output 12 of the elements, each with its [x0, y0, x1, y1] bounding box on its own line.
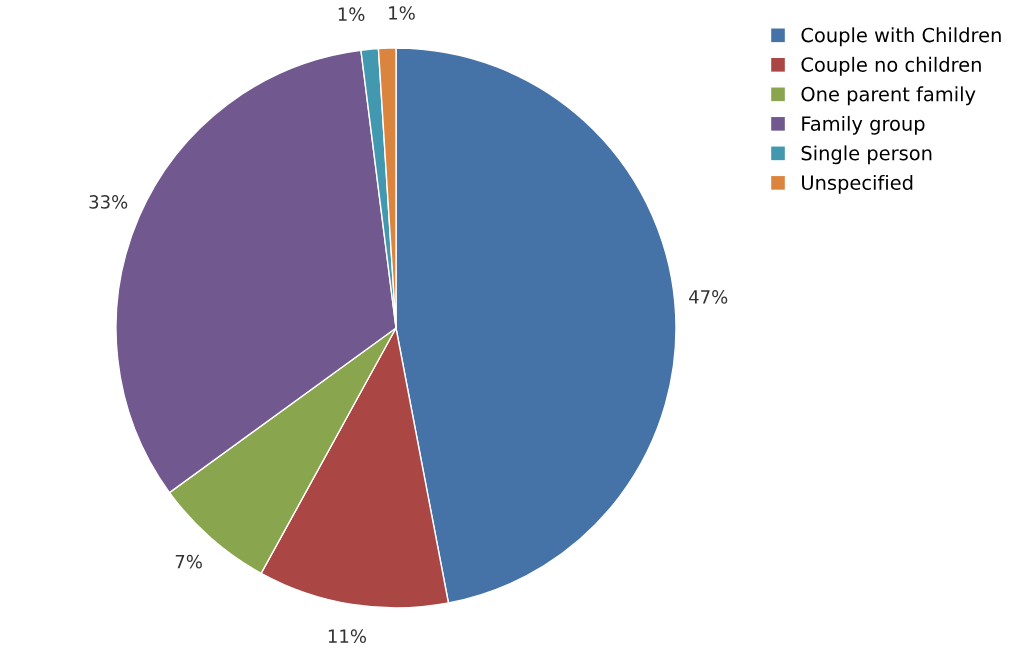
- legend-label: Family group: [802, 115, 925, 135]
- legend-label: Unspecified: [802, 174, 913, 194]
- legend-label: One parent family: [801, 86, 976, 106]
- data-label: 1%: [338, 7, 365, 22]
- legend-label: Couple with Children: [801, 27, 1001, 47]
- legend-label: Single person: [801, 145, 932, 165]
- data-label: 47%: [689, 290, 728, 304]
- data-label: 7%: [175, 554, 202, 569]
- data-label: 33%: [89, 195, 128, 209]
- data-label: 1%: [389, 6, 415, 20]
- data-label: 11%: [328, 629, 367, 643]
- legend-label: Couple no children: [801, 56, 981, 76]
